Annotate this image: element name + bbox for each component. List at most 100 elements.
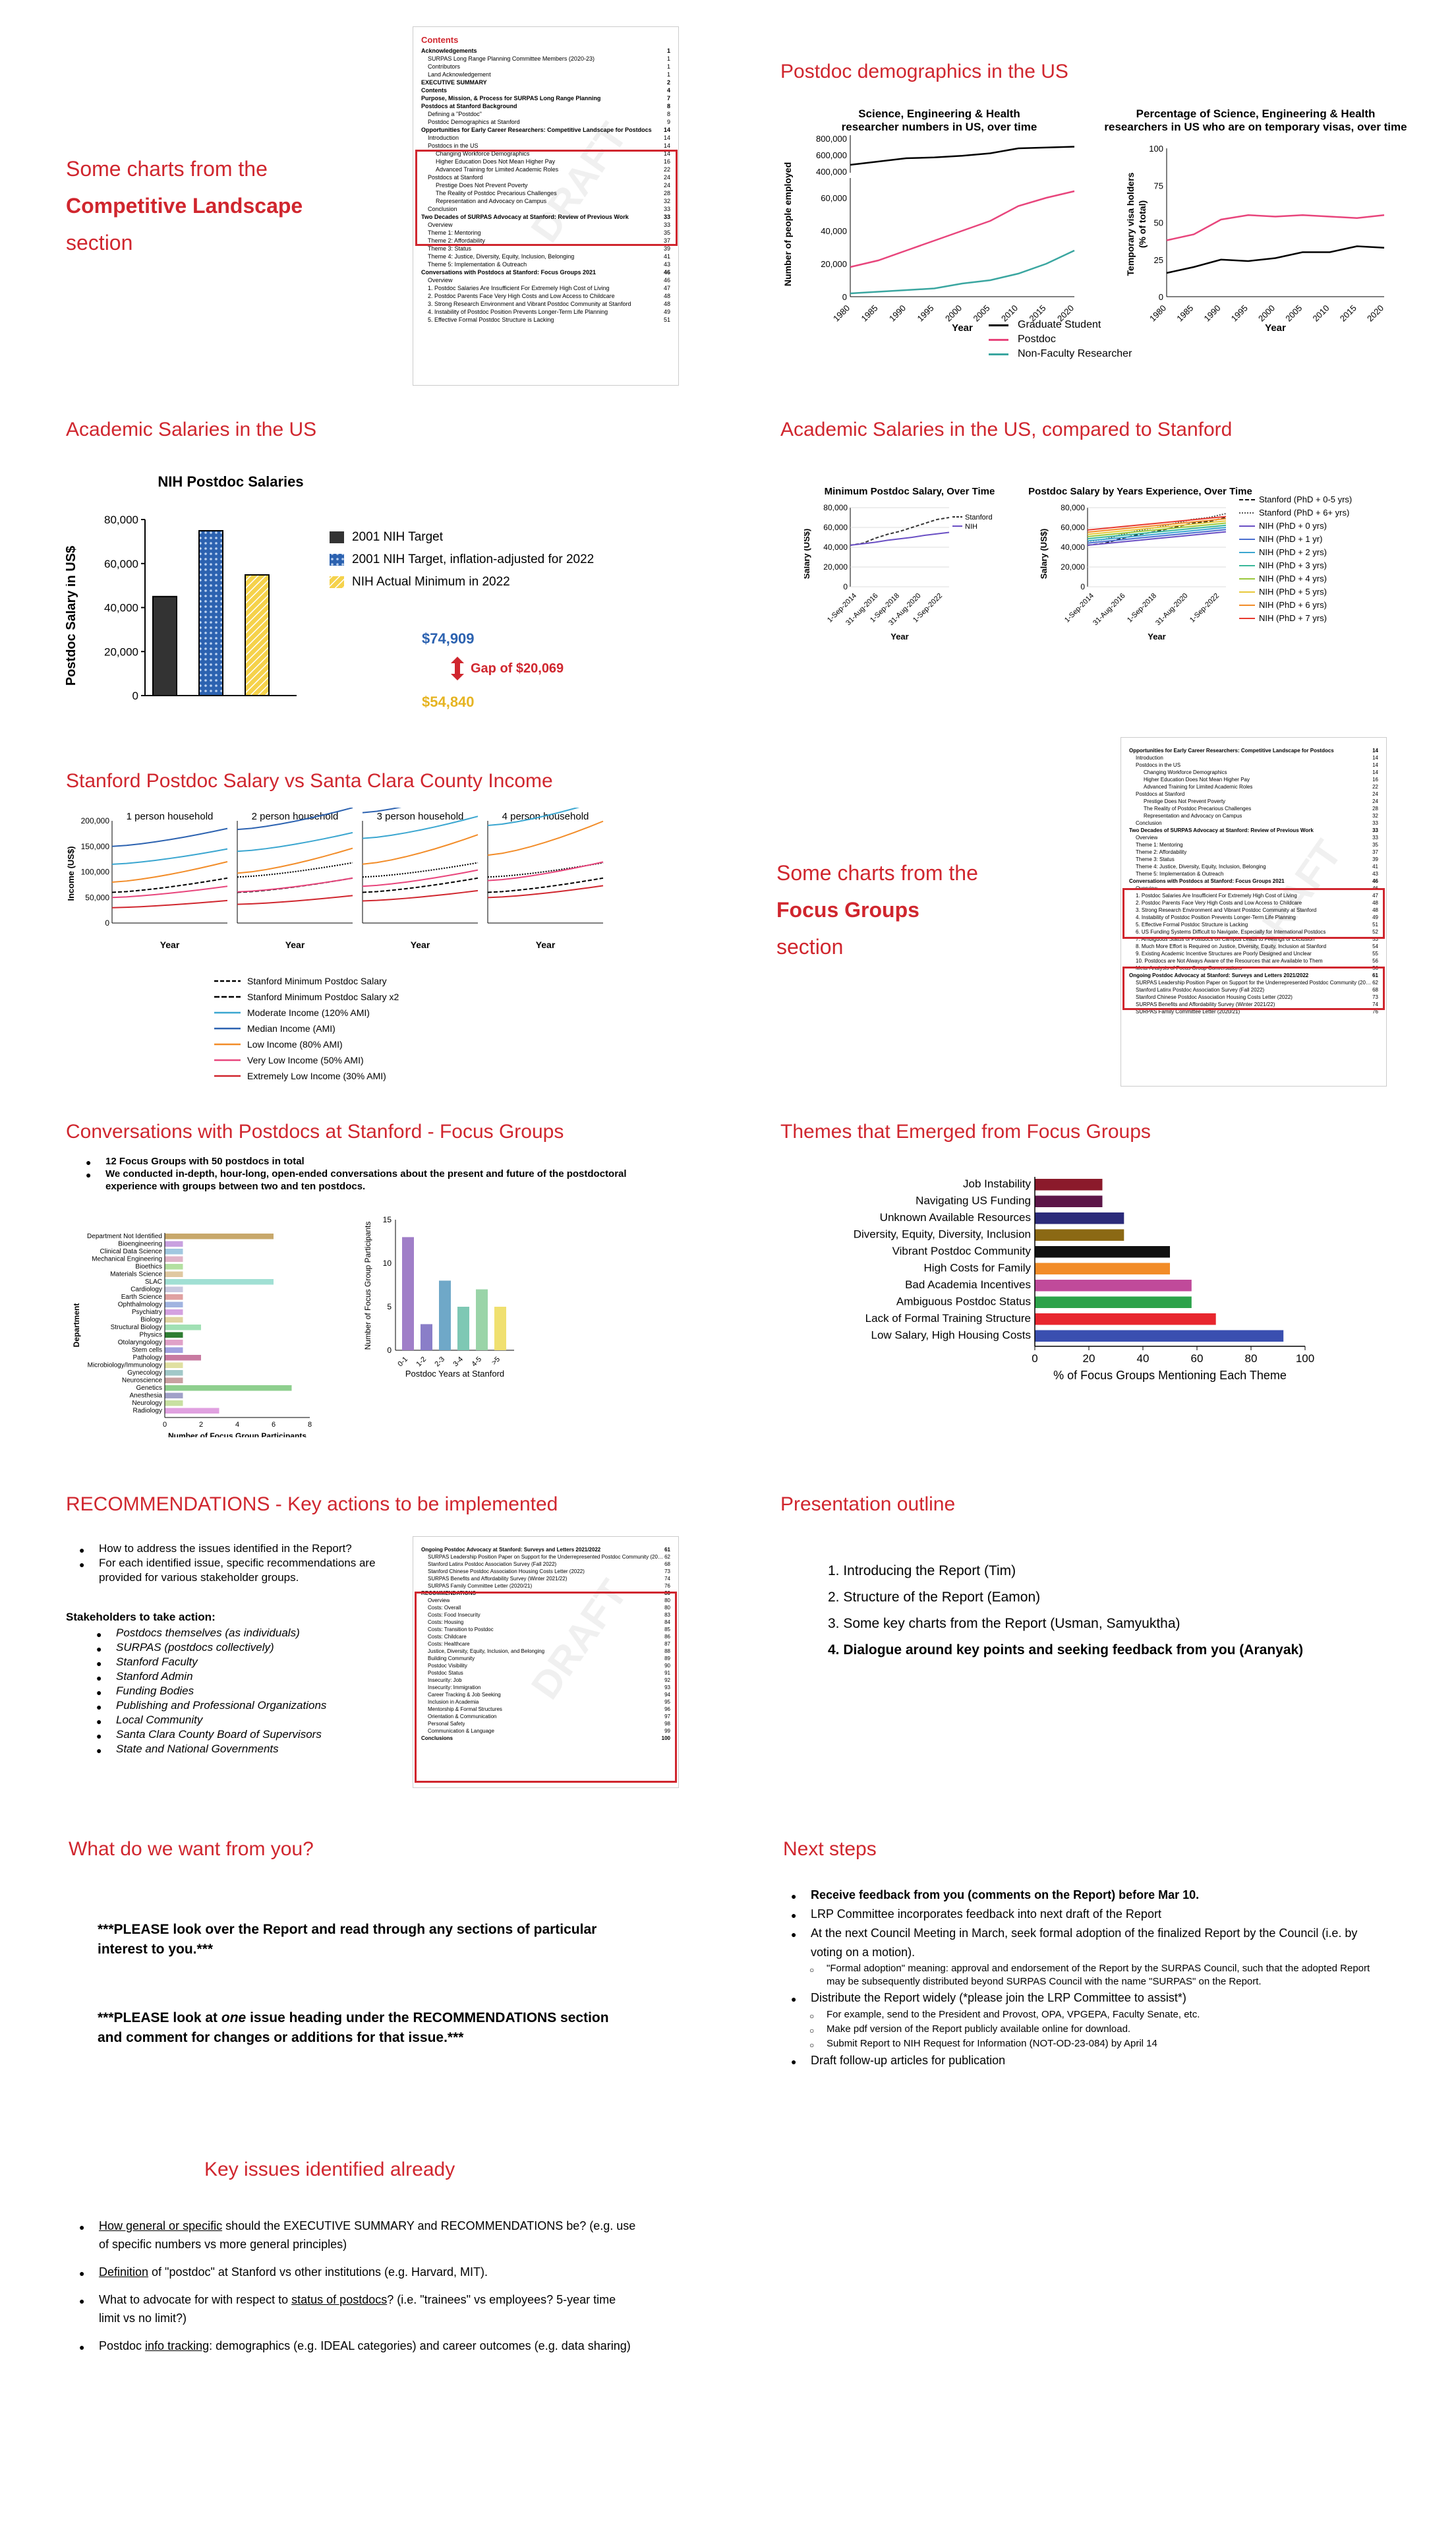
series-line-0 [362,877,479,893]
toc-entry: 3. Strong Research Environment and Vibra… [421,300,670,308]
legend-label: 2001 NIH Target [352,530,444,544]
series-line-5 [237,877,353,893]
chart-title-l1: Science, Engineering & Health [858,107,1020,120]
bar-2 [1035,1212,1124,1224]
tick-label: 0 [163,1421,167,1429]
category-label: Pathology [133,1354,162,1361]
toc-entry-page: 14 [1372,762,1378,768]
tick-label: 1-2 [415,1356,428,1369]
bar-1 [1035,1195,1103,1207]
bar-0 [152,595,177,696]
series-line-0 [850,146,1075,166]
tick-label: 60 [1191,1352,1204,1365]
bar-18 [165,1370,183,1376]
issue: What to advocate for with respect to sta… [79,2290,639,2327]
series-line-0 [487,877,604,893]
highlight-box [415,1592,677,1783]
toc-entry-title: Higher Education Does Not Mean Higher Pa… [1144,777,1250,783]
toc-entry-title: 10. Postdocs are Not Always Aware of the… [1136,958,1323,964]
axis-title: Salary (US$) [1039,529,1049,580]
toc-entry: 5. Effective Formal Postdoc Structure is… [421,316,670,324]
toc-entry: Land Acknowledgement 1 [421,71,670,78]
series-line-3 [111,827,228,847]
toc-entry: Personal Safety 98 [421,1720,670,1727]
toc-entry-page: 48 [663,301,670,307]
toc-entry: Postdoc Status 91 [421,1669,670,1677]
toc-entry: Postdocs at Stanford Background 8 [421,102,670,110]
substep: For example, send to the President and P… [809,2008,1371,2023]
gap-label: Gap of $20,069 [471,661,564,676]
toc-entry: Advanced Training for Limited Academic R… [1129,783,1378,791]
toc-entry-title: Postdoc Demographics at Stanford [428,119,520,125]
toc-entry-title: 5. Effective Formal Postdoc Structure is… [428,316,554,323]
series-line-6 [1087,522,1227,537]
tick-label: 80,000 [823,503,848,512]
series-line-6 [111,899,228,909]
category-label: SLAC [145,1278,162,1286]
step: At the next Council Meeting in March, se… [791,1924,1371,1962]
tick-label: 20,000 [823,562,848,572]
stakeholder: Publishing and Professional Organization… [96,1698,413,1714]
toc-entry-page: 24 [663,174,670,181]
toc-entry-page: 76 [664,1583,670,1589]
stakeholder: Santa Clara County Board of Supervisors [96,1727,413,1743]
bar-19 [165,1377,183,1383]
toc-entry-page: 8 [666,103,670,109]
toc-entry-page: 35 [663,229,670,236]
tick-label: 1980 [831,303,852,324]
bar-21 [165,1392,183,1398]
bullet: How to address the issues identified in … [79,1541,409,1557]
tick-label: 1995 [1229,303,1250,324]
toc-entry: Two Decades of SURPAS Advocacy at Stanfo… [1129,827,1378,834]
tick-label: 6 [272,1421,276,1429]
toc-entry: Introduction 14 [1129,754,1378,761]
toc-entry: Overview 80 [421,1597,670,1604]
chart-title: Minimum Postdoc Salary, Over Time [825,486,995,497]
toc-entry: Costs: Housing 84 [421,1619,670,1626]
toc-entry-page: 41 [1372,864,1378,870]
toc-entry: Stanford Chinese Postdoc Association Hou… [421,1568,670,1575]
series-line-5 [111,885,228,899]
toc-entry-page: 41 [663,253,670,260]
toc-entry: Theme 4: Justice, Diversity, Equity, Inc… [1129,863,1378,870]
toc-entry-title: SURPAS Benefits and Affordability Survey… [428,1576,568,1582]
bar-17 [165,1362,183,1368]
axis-title: Year [285,940,305,950]
toc-entry-page: 87 [664,1641,670,1647]
tick-label: 25 [1154,255,1163,265]
toc-entry-title: SURPAS Family Committee Letter (2020/21) [428,1583,533,1589]
bar-0 [165,1234,274,1239]
axis-title: Number of people employed [782,162,793,286]
toc-entry: SURPAS Leadership Position Paper on Supp… [421,1553,670,1561]
toc-entry-title: Opportunities for Early Career Researche… [1129,748,1334,754]
toc-entry: 5. Effective Formal Postdoc Structure is… [1129,921,1378,928]
income-panels: 1 person household 200,000 150,000 100,000 5… [66,808,604,1081]
demographics-charts: Science, Engineering & Health researcher … [782,107,1407,334]
toc-entry-page: 88 [664,1648,670,1654]
legend-swatch [330,576,344,588]
toc-entry: The Reality of Postdoc Precarious Challe… [1129,805,1378,812]
toc-entry: Overview 33 [421,221,670,229]
legend-label: NIH (PhD + 1 yr) [1259,534,1322,544]
toc-entry: Theme 2: Affordability 37 [421,237,670,245]
axis-title: Income (US$) [66,846,76,901]
toc-entry: Changing Workforce Demographics 14 [1129,769,1378,776]
category-label: Job Instability [963,1178,1031,1190]
toc-entry: Conclusion 33 [421,205,670,213]
tick-label: 4 [235,1421,239,1429]
tick-label: 2005 [1283,303,1304,324]
tick-label: 4-5 [470,1356,483,1369]
toc-entry: Ongoing Postdoc Advocacy at Stanford: Su… [1129,972,1378,979]
category-label: Biology [140,1317,162,1324]
series-line-1 [850,190,1075,268]
category-label: Mechanical Engineering [92,1256,162,1263]
toc-entry-title: Theme 5: Implementation & Outreach [1136,871,1224,877]
toc-entry: Inclusion in Academia 95 [421,1698,670,1706]
bar-10 [165,1309,183,1315]
substep: Submit Report to NIH Request for Informa… [809,2037,1371,2052]
series-line-0 [850,517,950,546]
legend-label: NIH (PhD + 3 yrs) [1259,560,1327,570]
tick-label: 2000 [1256,303,1277,324]
toc-entry: Theme 2: Affordability 37 [1129,849,1378,856]
